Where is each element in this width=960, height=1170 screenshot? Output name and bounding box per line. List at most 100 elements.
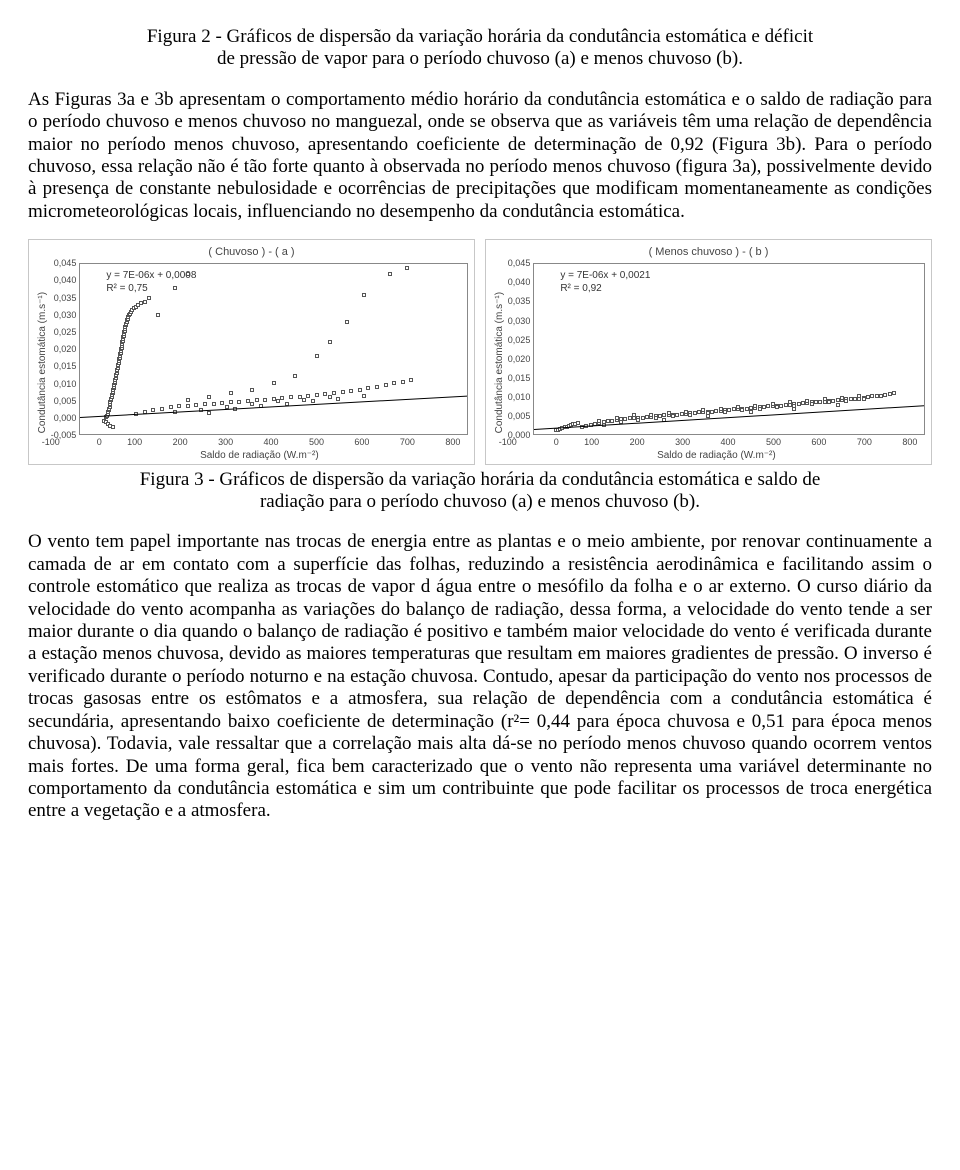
scatter-point: [237, 400, 241, 404]
scatter-point: [409, 378, 413, 382]
scatter-point: [636, 418, 640, 422]
scatter-point: [576, 421, 580, 425]
scatter-point: [151, 408, 155, 412]
chart-b-equation-box: y = 7E-06x + 0,0021 R² = 0,92: [560, 270, 650, 295]
xtick-label: 300: [675, 437, 690, 448]
scatter-point: [892, 391, 896, 395]
scatter-point: [771, 402, 775, 406]
xtick-label: 400: [721, 437, 736, 448]
scatter-point: [186, 398, 190, 402]
xtick-label: 500: [766, 437, 781, 448]
scatter-point: [792, 407, 796, 411]
scatter-point: [250, 402, 254, 406]
chart-a-plot-area: y = 7E-06x + 0,0008 R² = 0,75: [79, 263, 468, 435]
scatter-point: [749, 410, 753, 414]
scatter-point: [836, 403, 840, 407]
chart-a-equation: y = 7E-06x + 0,0008: [106, 270, 196, 283]
scatter-point: [186, 404, 190, 408]
scatter-point: [302, 398, 306, 402]
scatter-point: [775, 405, 779, 409]
scatter-point: [401, 380, 405, 384]
chart-a-panel: ( Chuvoso ) - ( a ) Condutância estomáti…: [28, 239, 475, 464]
xtick-label: 600: [354, 437, 369, 448]
scatter-point: [311, 399, 315, 403]
scatter-point: [810, 402, 814, 406]
scatter-point: [862, 397, 866, 401]
scatter-point: [276, 399, 280, 403]
chart-a-xlabel: Saldo de radiação (W.m⁻²): [51, 450, 468, 462]
scatter-point: [758, 407, 762, 411]
xtick-label: 800: [902, 437, 917, 448]
scatter-point: [753, 404, 757, 408]
chart-a-title: ( Chuvoso ) - ( a ): [35, 246, 468, 259]
scatter-point: [719, 407, 723, 411]
chart-b-equation: y = 7E-06x + 0,0021: [560, 270, 650, 283]
paragraph-2: O vento tem papel importante nas trocas …: [28, 531, 932, 822]
scatter-point: [156, 313, 160, 317]
scatter-point: [306, 394, 310, 398]
scatter-point: [328, 340, 332, 344]
chart-a-r2: R² = 0,75: [106, 283, 196, 296]
figure3-caption: Figura 3 - Gráficos de dispersão da vari…: [28, 469, 932, 514]
chart-a-xticks: -1000100200300400500600700800: [51, 437, 468, 448]
chart-a-ylabel: Condutância estomática (m.s⁻¹): [35, 263, 51, 461]
scatter-point: [250, 388, 254, 392]
scatter-point: [405, 266, 409, 270]
scatter-point: [615, 416, 619, 420]
xtick-label: -100: [42, 437, 60, 448]
scatter-point: [688, 413, 692, 417]
scatter-point: [169, 405, 173, 409]
scatter-point: [857, 394, 861, 398]
scatter-point: [315, 393, 319, 397]
figure2-caption-line1: Figura 2 - Gráficos de dispersão da vari…: [38, 26, 922, 48]
chart-b-xticks: -1000100200300400500600700800: [508, 437, 925, 448]
scatter-point: [341, 390, 345, 394]
scatter-point: [671, 414, 675, 418]
xtick-label: 200: [630, 437, 645, 448]
xtick-label: 0: [97, 437, 102, 448]
scatter-point: [212, 402, 216, 406]
scatter-point: [654, 416, 658, 420]
chart-b-xlabel: Saldo de radiação (W.m⁻²): [508, 450, 925, 462]
figure2-caption: Figura 2 - Gráficos de dispersão da vari…: [28, 26, 932, 71]
scatter-point: [349, 389, 353, 393]
chart-b-ylabel: Condutância estomática (m.s⁻¹): [492, 263, 508, 461]
xtick-label: -100: [499, 437, 517, 448]
xtick-label: 400: [264, 437, 279, 448]
scatter-point: [805, 399, 809, 403]
xtick-label: 0: [554, 437, 559, 448]
scatter-point: [362, 293, 366, 297]
scatter-point: [701, 408, 705, 412]
paragraph-1: As Figuras 3a e 3b apresentam o comporta…: [28, 89, 932, 223]
scatter-point: [315, 354, 319, 358]
scatter-point: [736, 405, 740, 409]
scatter-point: [328, 395, 332, 399]
chart-a-equation-box: y = 7E-06x + 0,0008 R² = 0,75: [106, 270, 196, 295]
figure3-caption-line1: Figura 3 - Gráficos de dispersão da vari…: [38, 469, 922, 491]
scatter-point: [289, 395, 293, 399]
scatter-point: [684, 410, 688, 414]
scatter-point: [177, 404, 181, 408]
scatter-point: [147, 296, 151, 300]
chart-b-plot-area: y = 7E-06x + 0,0021 R² = 0,92: [533, 263, 925, 435]
scatter-point: [229, 400, 233, 404]
scatter-point: [844, 399, 848, 403]
scatter-point: [160, 407, 164, 411]
scatter-point: [207, 411, 211, 415]
scatter-point: [823, 397, 827, 401]
scatter-point: [263, 398, 267, 402]
scatter-point: [788, 400, 792, 404]
chart-b-r2: R² = 0,92: [560, 283, 650, 296]
scatter-point: [388, 272, 392, 276]
scatter-point: [255, 398, 259, 402]
scatter-point: [375, 385, 379, 389]
scatter-point: [203, 402, 207, 406]
chart-a-yticks: 0,0450,0400,0350,0300,0250,0200,0150,010…: [51, 263, 80, 435]
scatter-point: [111, 425, 115, 429]
scatter-point: [723, 410, 727, 414]
xtick-label: 600: [811, 437, 826, 448]
scatter-point: [173, 286, 177, 290]
scatter-point: [229, 391, 233, 395]
xtick-label: 700: [857, 437, 872, 448]
scatter-point: [392, 381, 396, 385]
